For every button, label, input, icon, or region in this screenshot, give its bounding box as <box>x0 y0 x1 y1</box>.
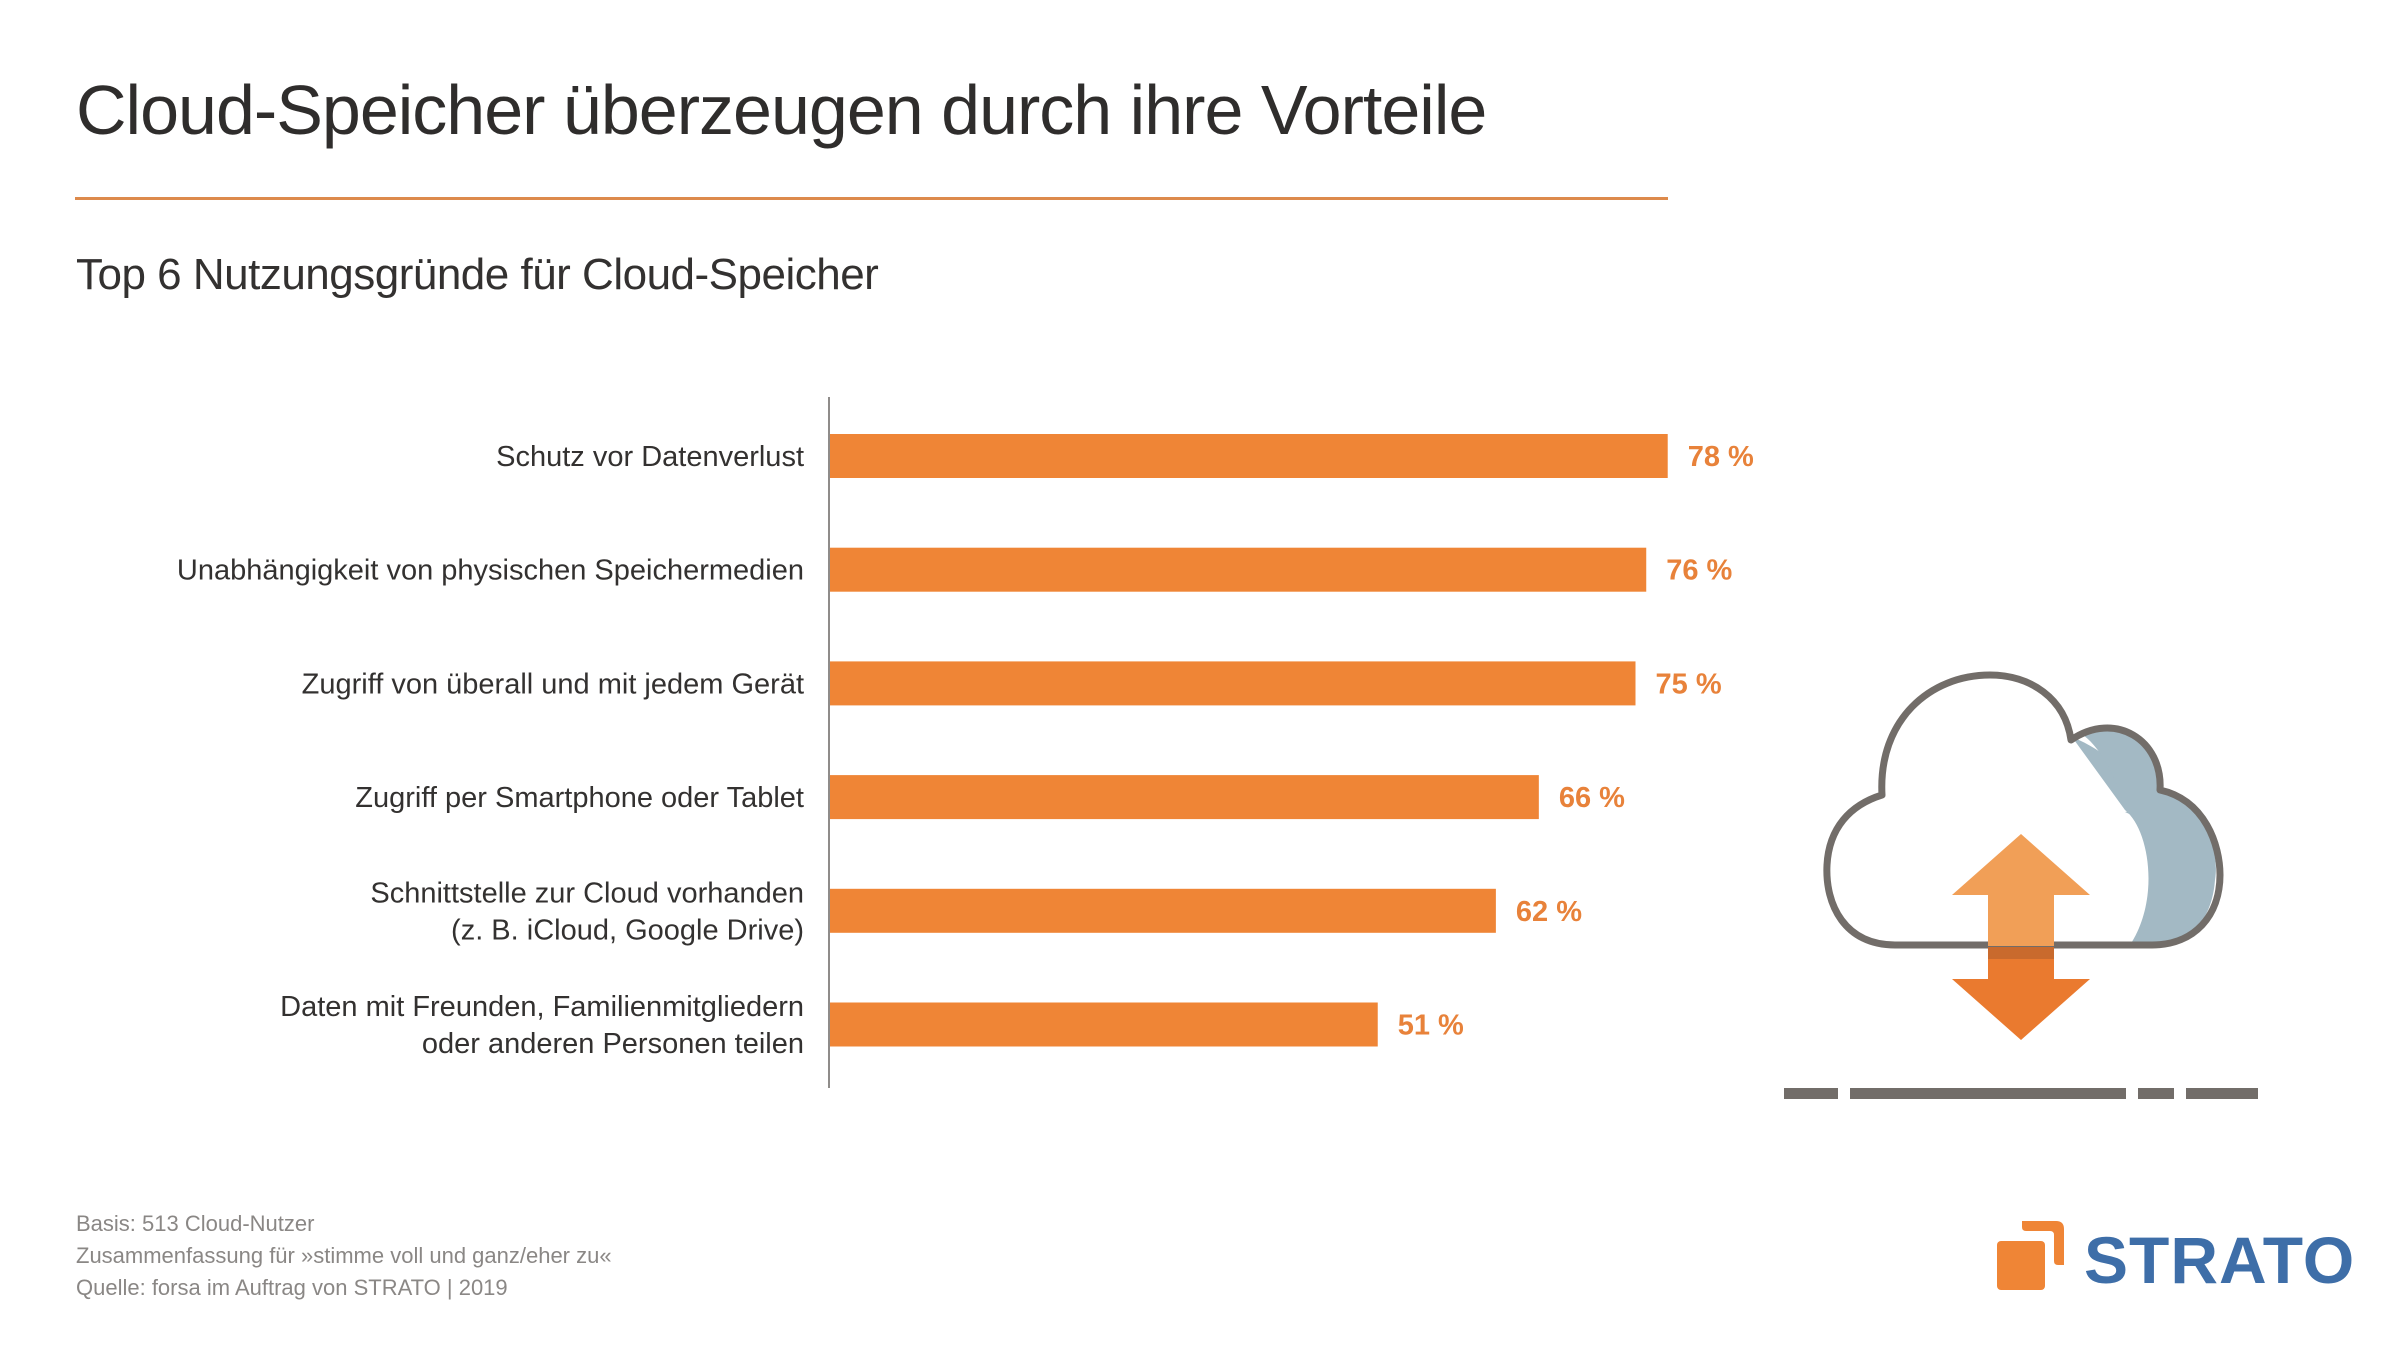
arrow-overlap <box>1988 947 2054 959</box>
category-label: Schnittstelle zur Cloud vorhanden <box>370 877 804 909</box>
chart-subtitle: Top 6 Nutzungsgründe für Cloud-Speicher <box>76 250 879 299</box>
value-label: 62 % <box>1516 896 1582 928</box>
cloud-transfer-icon <box>1784 671 2258 1099</box>
category-label: Zugriff von überall und mit jedem Gerät <box>302 668 804 700</box>
footnote-summary: Zusammenfassung für »stimme voll und gan… <box>76 1243 612 1268</box>
strato-logo-mark-icon <box>1997 1221 2064 1290</box>
bar <box>830 888 1496 933</box>
ground-dash <box>1850 1088 2126 1099</box>
title-divider <box>75 197 1668 200</box>
cloud-outline <box>1823 671 2224 949</box>
strato-logo: STRATO <box>1994 1218 2354 1298</box>
ground-dash <box>1784 1088 1838 1099</box>
value-label: 66 % <box>1559 782 1625 814</box>
bar <box>830 434 1668 478</box>
bar <box>830 1002 1378 1047</box>
footnote-basis: Basis: 513 Cloud-Nutzer <box>76 1211 315 1236</box>
ground-dash <box>2186 1088 2258 1099</box>
strato-logo-text: STRATO <box>2084 1223 2356 1297</box>
category-label: Unabhängigkeit von physischen Speicherme… <box>177 555 804 587</box>
category-label: Zugriff per Smartphone oder Tablet <box>355 782 804 814</box>
value-label: 51 % <box>1398 1010 1464 1042</box>
page-title: Cloud-Speicher überzeugen durch ihre Vor… <box>76 71 1487 149</box>
bar <box>830 661 1636 706</box>
category-label: oder anderen Personen teilen <box>422 1028 804 1060</box>
value-label: 76 % <box>1666 555 1732 587</box>
category-label: Schutz vor Datenverlust <box>496 441 804 473</box>
footnote-source: Quelle: forsa im Auftrag von STRATO | 20… <box>76 1275 508 1300</box>
arrow-up-icon <box>1952 834 2090 946</box>
ground-dash <box>2138 1088 2174 1099</box>
bar <box>830 775 1539 820</box>
value-label: 75 % <box>1656 668 1722 700</box>
category-label: Daten mit Freunden, Familienmitgliedern <box>280 991 804 1023</box>
arrow-down-icon <box>1952 959 2090 1040</box>
bar <box>830 547 1647 592</box>
value-label: 78 % <box>1688 441 1754 473</box>
chart-footnote: Basis: 513 Cloud-Nutzer Zusammenfassung … <box>76 1208 612 1304</box>
cloud-shade-body <box>2080 728 2216 945</box>
category-label: (z. B. iCloud, Google Drive) <box>451 914 804 946</box>
ground-dashes <box>1784 1088 2258 1099</box>
